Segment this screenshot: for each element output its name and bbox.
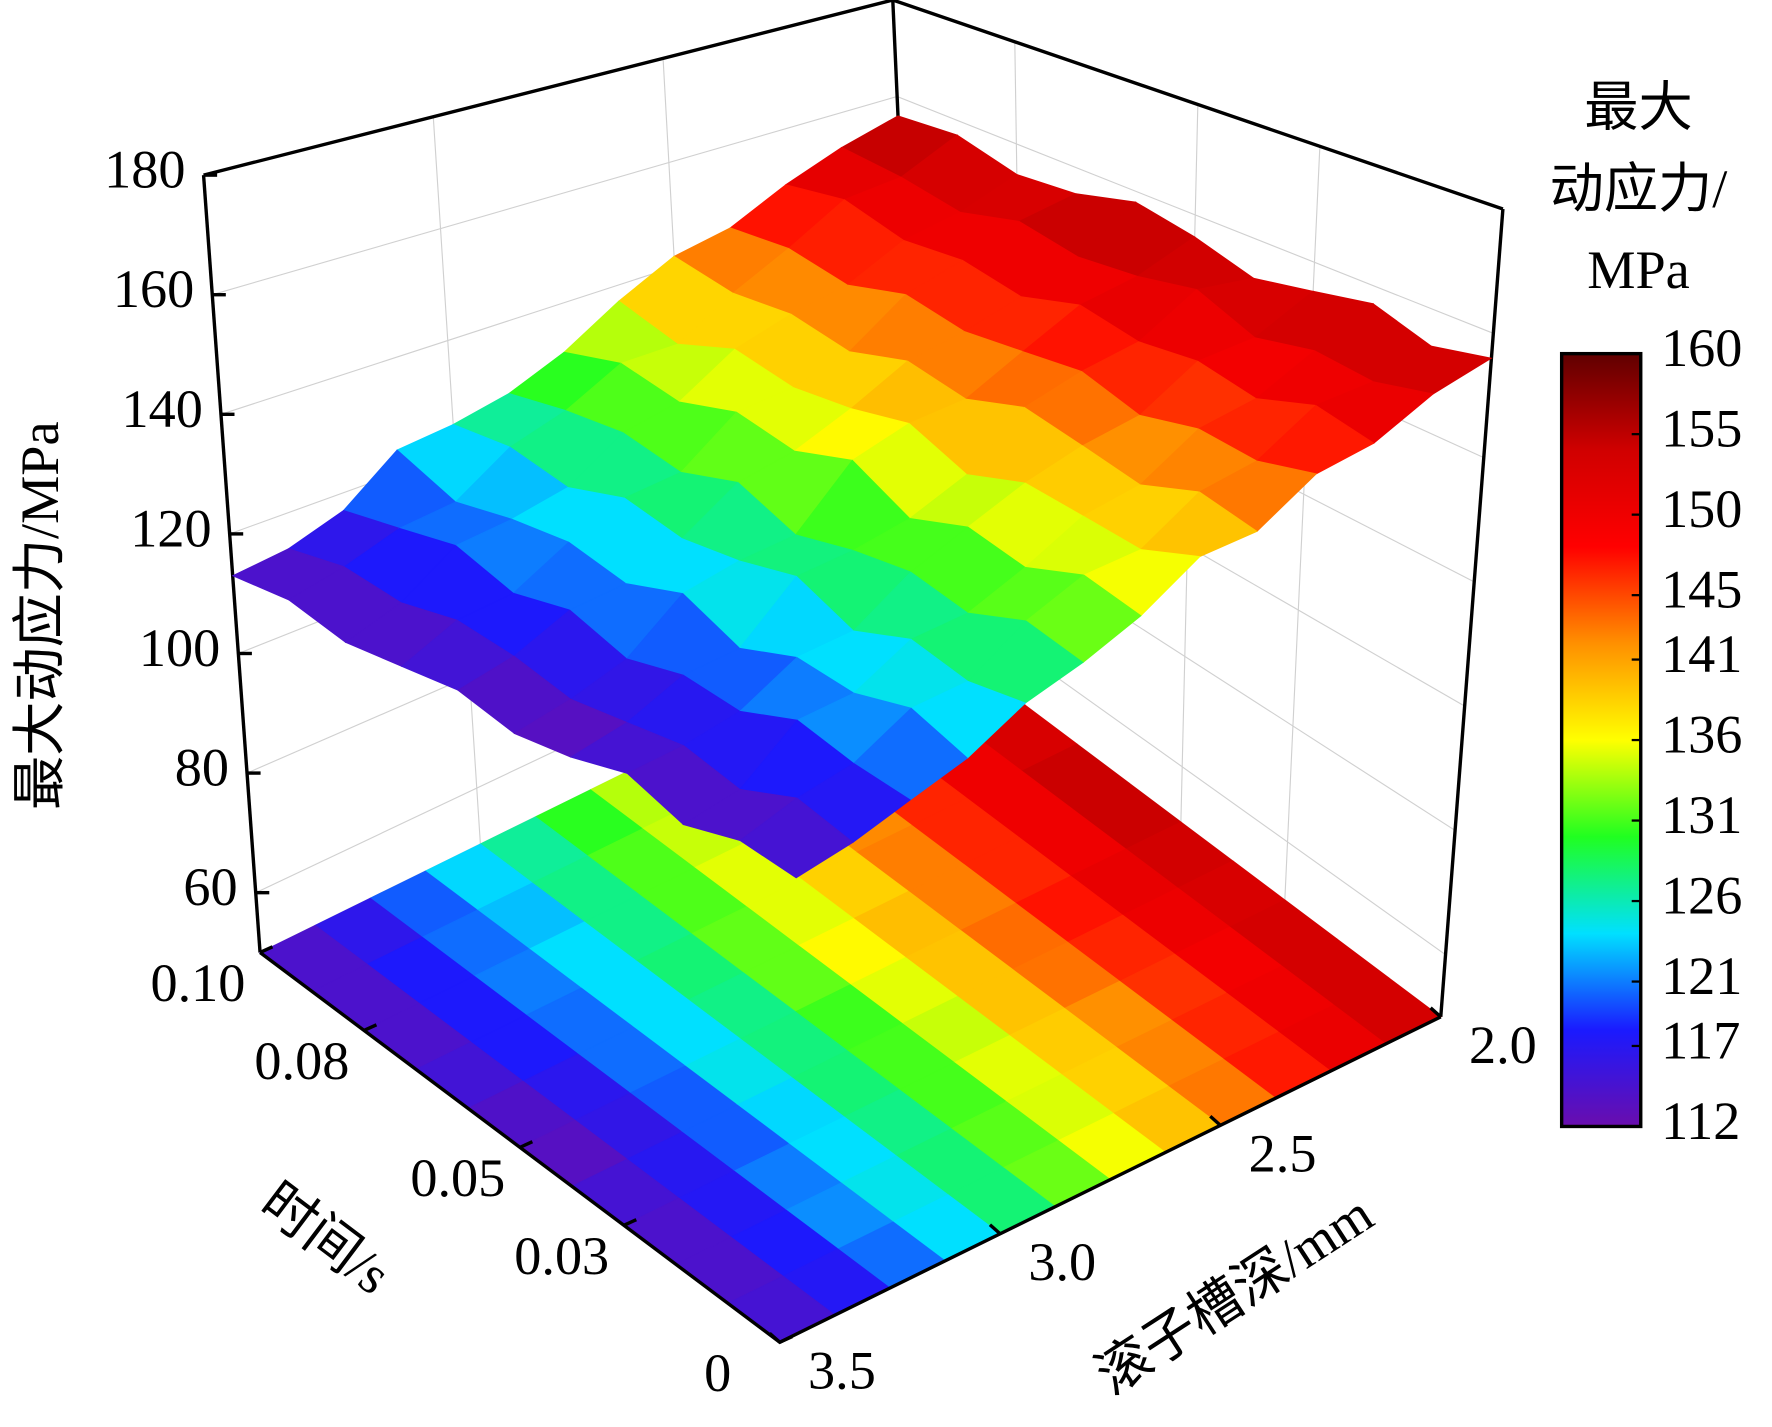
colorbar-tick-label: 136 (1661, 705, 1742, 765)
colorbar-tick-label: 150 (1661, 479, 1742, 539)
colorbar-tick-label: 155 (1661, 399, 1742, 459)
colorbar-tick-label: 117 (1661, 1010, 1740, 1070)
x-tick (363, 1023, 378, 1032)
y-tick-label: 3.0 (1028, 1232, 1096, 1292)
z-axis-title: 最大动应力/MPa (10, 421, 70, 810)
z-tick-label: 160 (113, 259, 194, 319)
colorbar-tick-label: 131 (1661, 785, 1742, 845)
z-tick-label: 180 (104, 140, 185, 200)
colorbar-tick-label: 121 (1661, 946, 1742, 1006)
z-axis-line (201, 175, 262, 953)
x-tick-label: 0.08 (254, 1031, 349, 1091)
y-tick (1209, 1115, 1222, 1127)
colorbar-tick-label: 145 (1661, 560, 1742, 620)
colorbar-title: MPa (1587, 240, 1689, 300)
y-tick (768, 1331, 781, 1344)
y-tick (1429, 1006, 1442, 1019)
x-tick-label: 0.03 (514, 1226, 609, 1286)
colorbar-title: 动应力/ (1550, 159, 1729, 219)
y-tick-label: 2.0 (1469, 1015, 1537, 1075)
y-tick (988, 1223, 1002, 1236)
x-tick (519, 1140, 534, 1149)
z-tick-label: 140 (122, 379, 203, 439)
z-tick-label: 60 (183, 857, 237, 917)
colorbar-tick-label: 126 (1661, 866, 1742, 926)
colorbar-tick-label: 141 (1661, 624, 1742, 684)
x-axis-title: 时间/s (250, 1171, 402, 1306)
surface-cell (739, 797, 854, 879)
y-axis-title: 滚子槽深/mm (1085, 1183, 1383, 1406)
colorbar-title: 最大 (1584, 77, 1692, 137)
colorbar (1559, 351, 1643, 1129)
z-tick-label: 100 (139, 618, 220, 678)
colorbar-tick-label: 160 (1661, 318, 1742, 378)
x-tick-label: 0.10 (150, 953, 245, 1013)
y-tick-label: 3.5 (808, 1341, 876, 1401)
box-edge (203, 0, 1504, 211)
x-tick-label: 0.05 (410, 1148, 505, 1208)
x-tick-label: 0 (704, 1343, 731, 1403)
x-tick (623, 1218, 638, 1227)
x-tick (259, 945, 274, 955)
z-tick-label: 80 (175, 738, 229, 798)
y-tick-label: 2.5 (1249, 1124, 1317, 1184)
z-tick-label: 120 (130, 498, 211, 558)
x-tick (779, 1335, 793, 1344)
colorbar-tick-label: 112 (1661, 1091, 1740, 1151)
box-edge (1439, 208, 1505, 1017)
